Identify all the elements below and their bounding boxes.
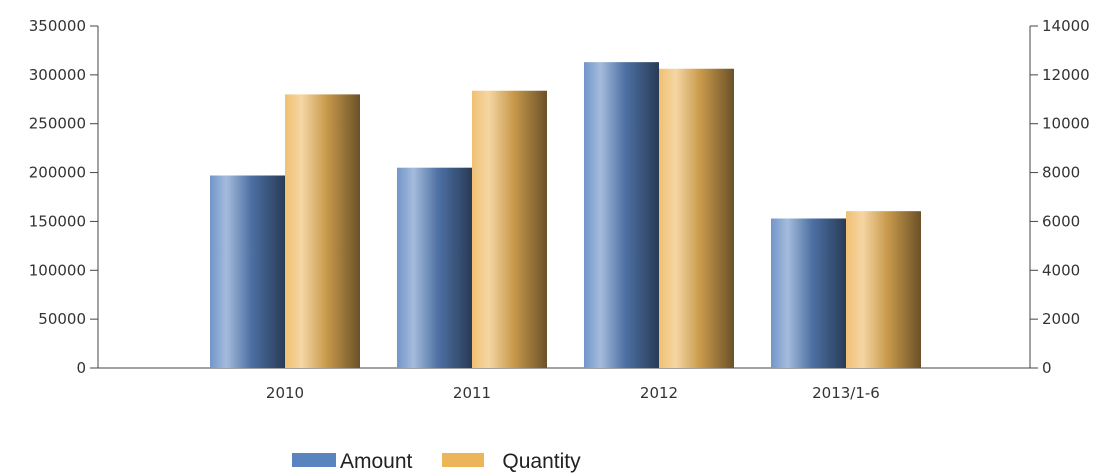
x-tick-label: 2010 [266,384,304,402]
right-tick-label: 2000 [1042,310,1080,328]
right-tick-label: 8000 [1042,164,1080,182]
left-tick-label: 350000 [29,17,86,35]
legend-label-series-2: Quantity [502,450,581,473]
x-tick-label: 2012 [640,384,678,402]
left-tick-label: 0 [76,359,86,377]
left-tick-label: 200000 [29,164,86,182]
right-tick-label: 0 [1042,359,1052,377]
bar-chart: 0500001000001500002000002500003000003500… [29,17,1090,402]
bar-1-2 [397,167,472,368]
right-tick-label: 14000 [1042,17,1090,35]
x-tick-label: 2013/1-6 [812,384,880,402]
left-tick-label: 250000 [29,115,86,133]
right-tick-label: 10000 [1042,115,1090,133]
left-tick-label: 150000 [29,212,86,230]
legend-swatch-series-1 [292,453,336,467]
right-tick-label: 12000 [1042,66,1090,84]
legend: Amount Quantity [292,448,611,476]
bar-1-4 [771,218,846,368]
right-tick-label: 6000 [1042,212,1080,230]
bar-2-2 [472,90,547,368]
legend-label-series-1: Amount [340,450,413,473]
left-tick-label: 100000 [29,261,86,279]
legend-swatch-series-2 [442,453,485,467]
bars [210,62,921,369]
legend-item-series-2: Quantity [442,450,581,474]
tick-labels: 0500001000001500002000002500003000003500… [29,17,1090,402]
left-tick-label: 50000 [38,310,86,328]
left-tick-label: 300000 [29,66,86,84]
bar-1-3 [584,62,659,368]
bar-2-1 [285,94,360,369]
x-tick-label: 2011 [453,384,491,402]
bar-1-1 [210,175,285,368]
right-tick-label: 4000 [1042,261,1080,279]
bar-2-3 [659,68,734,368]
legend-item-series-1: Amount [292,450,412,474]
bar-2-4 [846,211,921,368]
